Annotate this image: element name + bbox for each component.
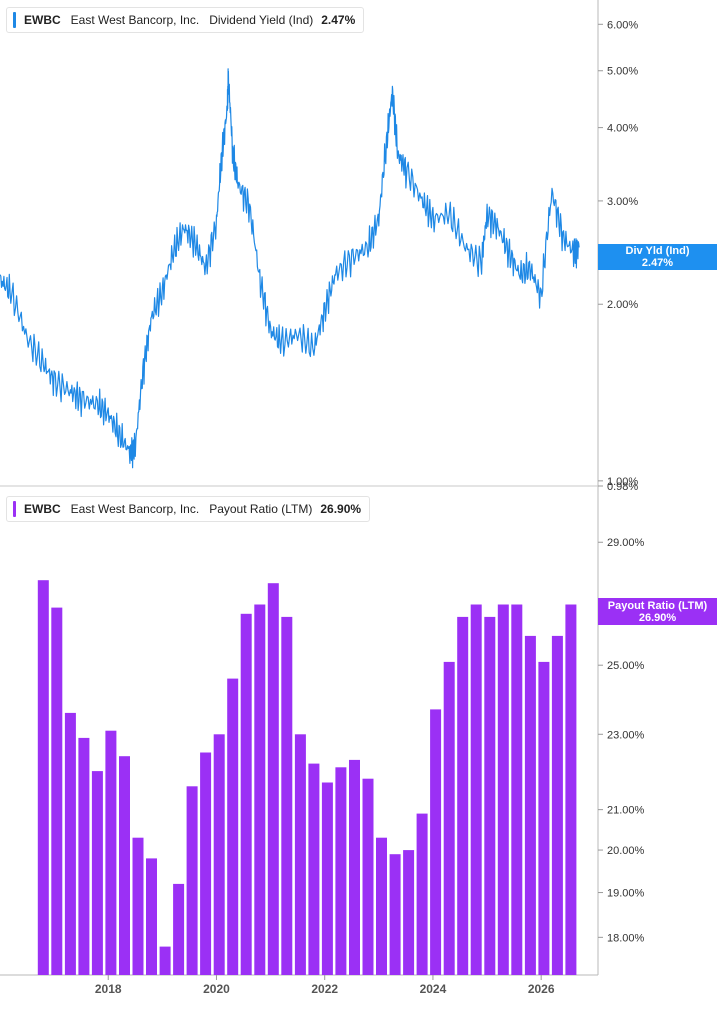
payout-bar[interactable] (349, 759, 360, 975)
payout-bar[interactable] (200, 752, 212, 976)
y-tick-label: 20.00% (607, 845, 645, 857)
payout-bar[interactable] (565, 604, 577, 976)
payout-bar[interactable] (362, 778, 374, 975)
y-tick-label: 21.00% (607, 805, 645, 817)
end-tag-label: Div Yld (Ind) (625, 245, 690, 257)
payout-bar[interactable] (227, 678, 239, 975)
y-tick-label: 25.00% (607, 660, 645, 672)
y-tick-label: 3.00% (607, 196, 638, 208)
payout-bar[interactable] (64, 712, 76, 975)
payout-bar[interactable] (173, 883, 185, 975)
payout-bar[interactable] (430, 709, 442, 975)
payout-bar[interactable] (91, 771, 103, 975)
payout-ratio-end-tag: Payout Ratio (LTM) 26.90% (598, 598, 717, 625)
payout-bar[interactable] (308, 763, 320, 975)
payout-bar[interactable] (551, 635, 563, 975)
legend-company: East West Bancorp, Inc. (70, 502, 200, 516)
payout-bar[interactable] (416, 813, 428, 975)
end-tag-value: 2.47% (641, 257, 674, 269)
x-axis: 2018 2020 2022 2024 2026 (95, 975, 555, 996)
payout-bar[interactable] (240, 613, 252, 975)
legend-metric: Payout Ratio (LTM) (209, 502, 313, 516)
dividend-yield-line (0, 68, 580, 469)
legend-swatch-purple (13, 501, 16, 517)
legend-value: 26.90% (320, 502, 362, 516)
payout-bar[interactable] (376, 837, 387, 975)
x-tick-label: 2018 (95, 982, 122, 996)
x-tick-label: 2026 (528, 982, 555, 996)
payout-bar[interactable] (159, 946, 171, 975)
x-tick-label: 2022 (311, 982, 338, 996)
legend-value: 2.47% (321, 13, 356, 27)
legend-metric: Dividend Yield (Ind) (209, 13, 314, 27)
payout-bar[interactable] (186, 786, 198, 975)
payout-bar[interactable] (389, 854, 401, 975)
end-tag-label: Payout Ratio (LTM) (607, 600, 708, 612)
payout-bar[interactable] (524, 635, 536, 975)
payout-bar[interactable] (497, 604, 509, 976)
y-tick-label: 4.00% (607, 123, 638, 135)
payout-bar[interactable] (335, 767, 347, 975)
x-tick-label: 2020 (203, 982, 230, 996)
y-tick-label: 18.00% (607, 932, 645, 944)
legend-ticker: EWBC (24, 13, 61, 27)
dividend-yield-panel: 6.00% 5.00% 4.00% 3.00% 2.00% 1.00%0.98% (0, 19, 638, 493)
payout-bar[interactable] (51, 607, 63, 975)
payout-bar[interactable] (484, 616, 496, 975)
legend-company: East West Bancorp, Inc. (70, 13, 200, 27)
dividend-yield-legend[interactable]: EWBC East West Bancorp, Inc. Dividend Yi… (6, 7, 365, 33)
legend-swatch-blue (13, 12, 16, 28)
payout-bar[interactable] (538, 661, 550, 975)
payout-bar[interactable] (119, 756, 130, 975)
payout-bar[interactable] (105, 730, 117, 975)
payout-bar[interactable] (132, 837, 144, 975)
payout-ratio-panel: 29.00% 25.00% 23.00% 21.00% 20.00% 19.00% 18.0… (37, 537, 645, 976)
y-tick-label: 0.98% (607, 481, 638, 493)
payout-bar[interactable] (37, 580, 49, 975)
payout-ratio-legend[interactable]: EWBC East West Bancorp, Inc. Payout Rati… (6, 496, 371, 522)
payout-bar[interactable] (146, 858, 157, 975)
y-tick-label: 19.00% (607, 888, 645, 900)
payout-bar[interactable] (294, 734, 306, 975)
y-tick-label: 1.00% (607, 476, 638, 488)
payout-bar[interactable] (470, 604, 482, 976)
payout-bar[interactable] (443, 661, 455, 975)
payout-bar[interactable] (457, 616, 469, 975)
div-yield-end-tag: Div Yld (Ind) 2.47% (598, 244, 717, 270)
payout-bar[interactable] (511, 604, 523, 976)
y-tick-label: 6.00% (607, 19, 638, 31)
x-tick-label: 2024 (420, 982, 447, 996)
payout-bar[interactable] (254, 604, 266, 976)
payout-bar[interactable] (213, 734, 225, 975)
payout-bar[interactable] (78, 737, 90, 975)
y-tick-label: 23.00% (607, 729, 645, 741)
payout-bar[interactable] (403, 850, 415, 975)
y-tick-label: 5.00% (607, 66, 638, 78)
y-tick-label: 2.00% (607, 299, 638, 311)
end-tag-value: 26.90% (638, 612, 677, 624)
payout-bar[interactable] (267, 583, 279, 975)
legend-ticker: EWBC (24, 502, 61, 516)
payout-bar[interactable] (281, 616, 293, 975)
y-tick-label: 29.00% (607, 537, 645, 549)
payout-bar[interactable] (321, 782, 333, 976)
